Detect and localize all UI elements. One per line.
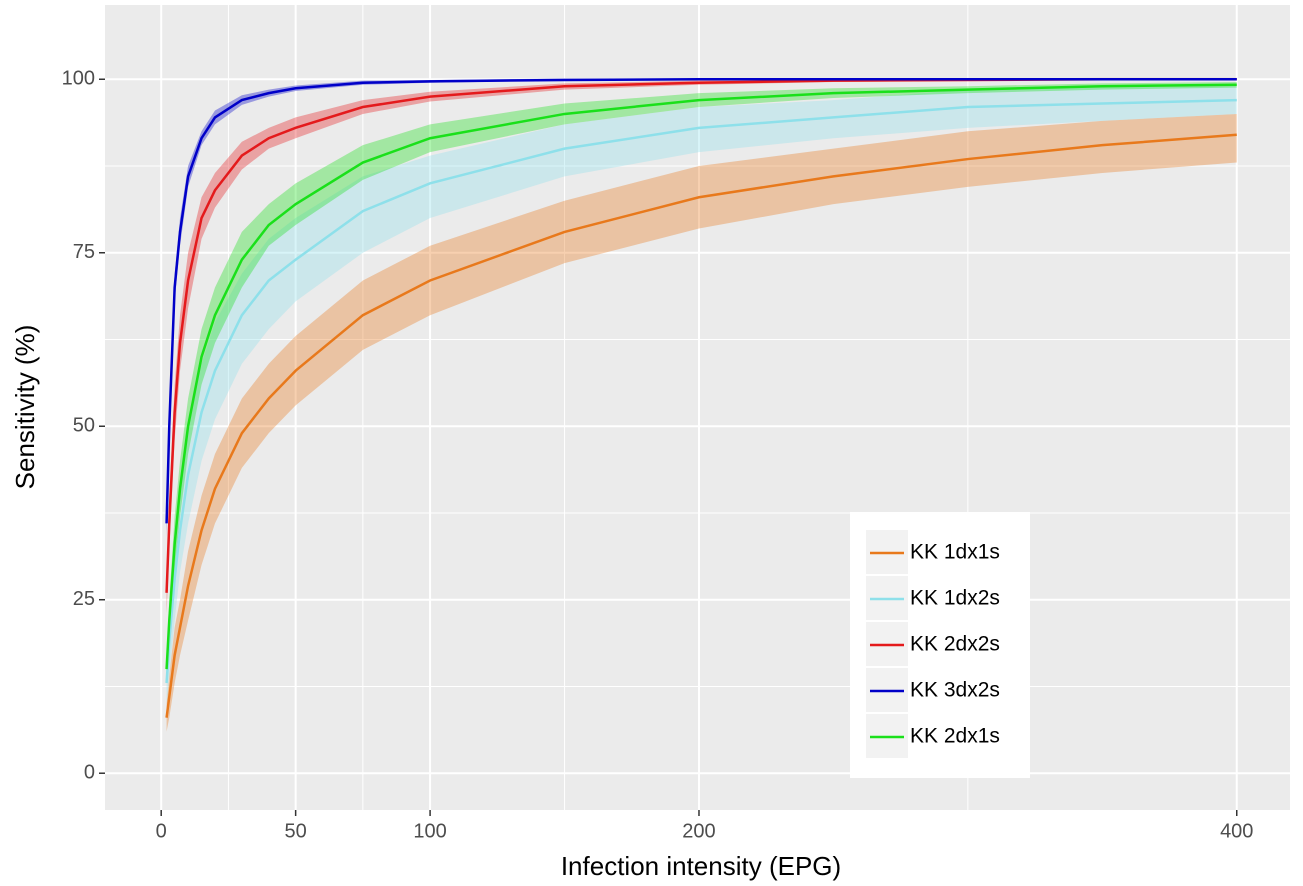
y-tick-label: 0	[84, 762, 95, 784]
line	[165, 78, 1237, 524]
x-axis-title: Infection intensity (EPG)	[561, 851, 841, 881]
x-tick-label: 50	[285, 820, 307, 842]
legend-label: KK 3dx2s	[910, 679, 1000, 702]
confidence-band	[166, 77, 1237, 614]
line	[165, 133, 1237, 718]
legend-label: KK 2dx2s	[910, 633, 1000, 656]
legend-label: KK 1dx2s	[910, 587, 1000, 610]
y-tick-label: 25	[73, 588, 95, 610]
x-tick-label: 100	[413, 820, 446, 842]
x-tick-label: 200	[682, 820, 715, 842]
y-tick-label: 100	[62, 68, 95, 90]
confidence-band	[166, 113, 1237, 732]
line	[165, 98, 1237, 684]
line	[165, 78, 1237, 593]
line	[165, 83, 1237, 670]
x-tick-label: 400	[1220, 820, 1253, 842]
panel	[105, 5, 1290, 810]
legend-label: KK 2dx1s	[910, 725, 1000, 748]
y-tick-label: 75	[73, 241, 95, 263]
x-tick-label: 0	[156, 820, 167, 842]
y-axis-title: Sensitivity (%)	[10, 325, 40, 490]
y-tick-label: 50	[73, 415, 95, 437]
legend-label: KK 1dx1s	[910, 541, 1000, 564]
